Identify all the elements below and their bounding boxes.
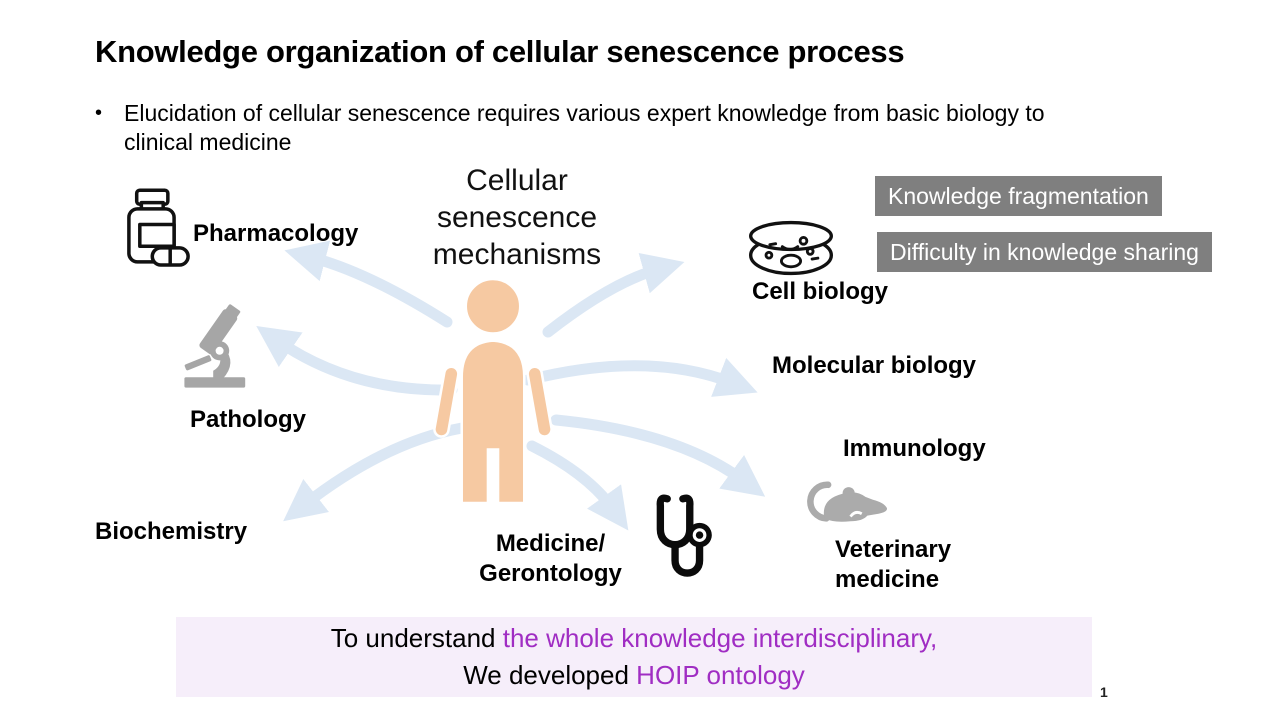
label-molecular-biology: Molecular biology [772, 352, 977, 379]
page-number: 1 [1100, 684, 1108, 700]
conclusion-line-2: We developed HOIP ontology [176, 657, 1092, 694]
stethoscope-icon [656, 494, 712, 577]
microscope-icon [184, 304, 246, 388]
label-pathology: Pathology [190, 406, 307, 433]
pill-bottle-icon [127, 188, 190, 267]
conclusion-text-black-2: We developed [463, 660, 637, 690]
conclusion-text-black-1: To understand [330, 623, 503, 653]
issue-box-knowledge-sharing: Difficulty in knowledge sharing [877, 232, 1212, 272]
label-medicine-gerontology: Medicine/ Gerontology [479, 530, 622, 587]
label-biochemistry: Biochemistry [95, 518, 248, 545]
rat-icon [807, 481, 888, 522]
bullet-text: Elucidation of cellular senescence requi… [124, 100, 1045, 155]
page-title: Knowledge organization of cellular senes… [95, 34, 905, 69]
conclusion-banner: To understand the whole knowledge interd… [176, 617, 1092, 697]
bullet-marker: • [95, 102, 103, 124]
bullet-item: • Elucidation of cellular senescence req… [95, 99, 1185, 157]
label-pharmacology: Pharmacology [193, 220, 359, 247]
arrow-to-veterinary [550, 414, 766, 497]
petri-dish-icon [749, 220, 833, 276]
conclusion-line-1: To understand the whole knowledge interd… [176, 620, 1092, 657]
conclusion-text-purple-2: HOIP ontology [636, 660, 805, 690]
center-label: Cellular senescence mechanisms [432, 164, 602, 271]
label-cell-biology: Cell biology [752, 278, 889, 305]
label-immunology: Immunology [843, 435, 986, 462]
person-icon [433, 277, 553, 505]
conclusion-text-purple-1: the whole knowledge interdisciplinary, [502, 623, 938, 653]
label-veterinary-medicine: Veterinary medicine [835, 536, 952, 593]
issue-box-knowledge-fragmentation: Knowledge fragmentation [875, 176, 1162, 216]
